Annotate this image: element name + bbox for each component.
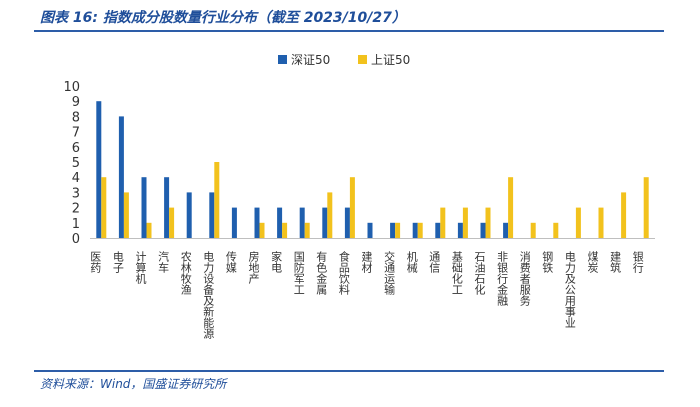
bar-series1 (344, 207, 350, 238)
bar-series1 (277, 207, 283, 238)
bar-series2 (462, 207, 468, 238)
x-tick-label: 有色金属 (315, 250, 328, 296)
bar-series2 (123, 192, 129, 238)
x-axis: 医药 电子 计算机 汽车 农林牧渔 电力设备及新能源 传媒 房地产 家电 国防军工 有色金属 食品饮料… (89, 238, 655, 340)
y-tick-label: 0 (72, 232, 80, 247)
x-tick-label: 传媒 (224, 251, 237, 274)
bar-series2 (349, 177, 355, 238)
bar-series2 (575, 207, 581, 238)
x-tick-label: 电子 (111, 251, 124, 273)
x-tick-label: 建材 (360, 250, 373, 273)
bar-series1 (254, 207, 260, 238)
legend: 深证50 上证50 (278, 53, 410, 67)
y-tick-label: 10 (63, 80, 80, 95)
bar-series2 (395, 222, 401, 238)
bar-series2 (643, 177, 649, 238)
bar-series2 (304, 222, 310, 238)
x-tick-label: 食品饮料 (337, 250, 350, 296)
figure-title: 图表 16: 指数成分股数量行业分布（截至 2023/10/27） (40, 10, 406, 26)
top-rule (34, 30, 664, 32)
y-tick-label: 2 (72, 202, 80, 217)
x-tick-label: 电力设备及新能源 (202, 251, 215, 340)
bar-series1 (367, 222, 373, 238)
legend-swatch-1 (278, 55, 287, 64)
bar-series2 (282, 222, 288, 238)
bar-series1 (480, 222, 486, 238)
x-tick-label: 石油石化 (473, 251, 486, 296)
legend-label-2: 上证50 (371, 53, 410, 67)
bar-series1 (118, 116, 124, 238)
bar-series1 (96, 101, 102, 238)
bars (96, 101, 649, 238)
y-tick-label: 6 (72, 141, 80, 156)
bar-series2 (101, 177, 107, 238)
y-tick-label: 9 (72, 95, 80, 110)
bar-series2 (169, 207, 175, 238)
bar-series1 (412, 222, 418, 238)
bar-series1 (299, 207, 305, 238)
bar-series1 (322, 207, 328, 238)
bar-series2 (485, 207, 491, 238)
bar-series2 (530, 222, 536, 238)
bar-series1 (435, 222, 441, 238)
bar-series2 (146, 222, 152, 238)
bar-series2 (327, 192, 333, 238)
bar-series2 (598, 207, 604, 238)
bar-series1 (231, 207, 237, 238)
legend-swatch-2 (358, 55, 367, 64)
y-tick-label: 4 (72, 171, 80, 186)
bar-series2 (553, 222, 559, 238)
x-tick-label: 机械 (405, 250, 418, 274)
x-tick-label: 非银行金融 (496, 251, 509, 307)
x-tick-label: 医药 (89, 251, 102, 274)
x-tick-label: 钢铁 (541, 251, 554, 273)
bar-series1 (141, 177, 147, 238)
y-tick-label: 5 (72, 156, 80, 171)
x-tick-label: 房地产 (247, 251, 260, 285)
x-tick-label: 交通运输 (383, 250, 396, 296)
bar-series2 (621, 192, 627, 238)
bottom-rule (34, 370, 664, 372)
y-tick-label: 8 (72, 110, 80, 125)
x-tick-label: 煤炭 (586, 251, 599, 274)
bar-series2 (440, 207, 446, 238)
bar-series1 (503, 222, 509, 238)
bar-series1 (390, 222, 396, 238)
x-tick-label: 基础化工 (450, 251, 463, 295)
bar-series2 (508, 177, 514, 238)
x-tick-label: 农林牧渔 (179, 250, 192, 296)
y-tick-label: 7 (72, 126, 80, 141)
x-tick-label: 建筑 (609, 250, 622, 273)
source-note: 资料来源：Wind，国盛证券研究所 (40, 377, 227, 391)
x-tick-label: 通信 (428, 251, 441, 274)
legend-label-1: 深证50 (291, 53, 330, 67)
bar-series2 (417, 222, 423, 238)
x-tick-label: 消费者服务 (518, 250, 531, 306)
x-tick-label: 电力及公用事业 (563, 251, 576, 328)
bar-series1 (457, 222, 463, 238)
bar-series2 (259, 222, 265, 238)
bar-series2 (214, 162, 220, 238)
bar-series1 (164, 177, 170, 238)
x-tick-label: 汽车 (157, 250, 170, 274)
y-tick-label: 1 (72, 217, 80, 232)
x-tick-label: 国防军工 (292, 251, 305, 295)
bar-series1 (209, 192, 215, 238)
y-tick-label: 3 (72, 186, 80, 201)
x-tick-label: 计算机 (134, 251, 147, 284)
x-tick-label: 家电 (270, 250, 283, 273)
x-tick-label: 银行 (631, 250, 644, 274)
bar-series1 (186, 192, 192, 238)
